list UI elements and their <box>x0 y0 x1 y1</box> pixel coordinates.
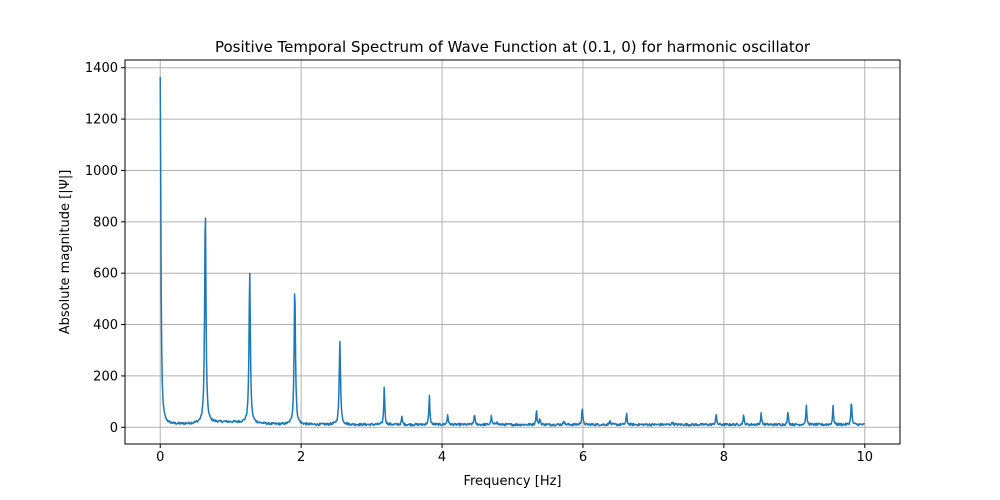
y-tick-label: 0 <box>110 421 118 436</box>
chart-title: Positive Temporal Spectrum of Wave Funct… <box>215 38 811 56</box>
spectrum-line <box>159 76 866 427</box>
plot-area-frame <box>124 59 901 445</box>
x-tick-label: 2 <box>297 450 305 465</box>
x-tick-label: 0 <box>156 450 164 465</box>
y-tick-label: 600 <box>93 267 118 282</box>
y-tick-label: 1400 <box>85 61 118 76</box>
grid-lines <box>125 60 900 444</box>
y-axis-ticks: 0 200 400 600 800 1000 1200 1400 <box>85 61 125 436</box>
x-tick-label: 10 <box>856 450 873 465</box>
x-axis-label: Frequency [Hz] <box>463 474 561 489</box>
y-tick-label: 1200 <box>85 113 118 128</box>
y-axis-label: Absolute magnitude [|Ψ|] <box>58 170 73 335</box>
y-tick-label: 400 <box>93 318 118 333</box>
x-tick-label: 8 <box>720 450 728 465</box>
x-tick-label: 6 <box>579 450 587 465</box>
y-tick-label: 1000 <box>85 164 118 179</box>
x-axis-ticks: 0 2 4 6 8 10 <box>156 444 873 465</box>
y-tick-label: 800 <box>93 215 118 230</box>
x-tick-label: 4 <box>438 450 446 465</box>
spectrum-series <box>159 76 866 427</box>
y-tick-label: 200 <box>93 369 118 384</box>
